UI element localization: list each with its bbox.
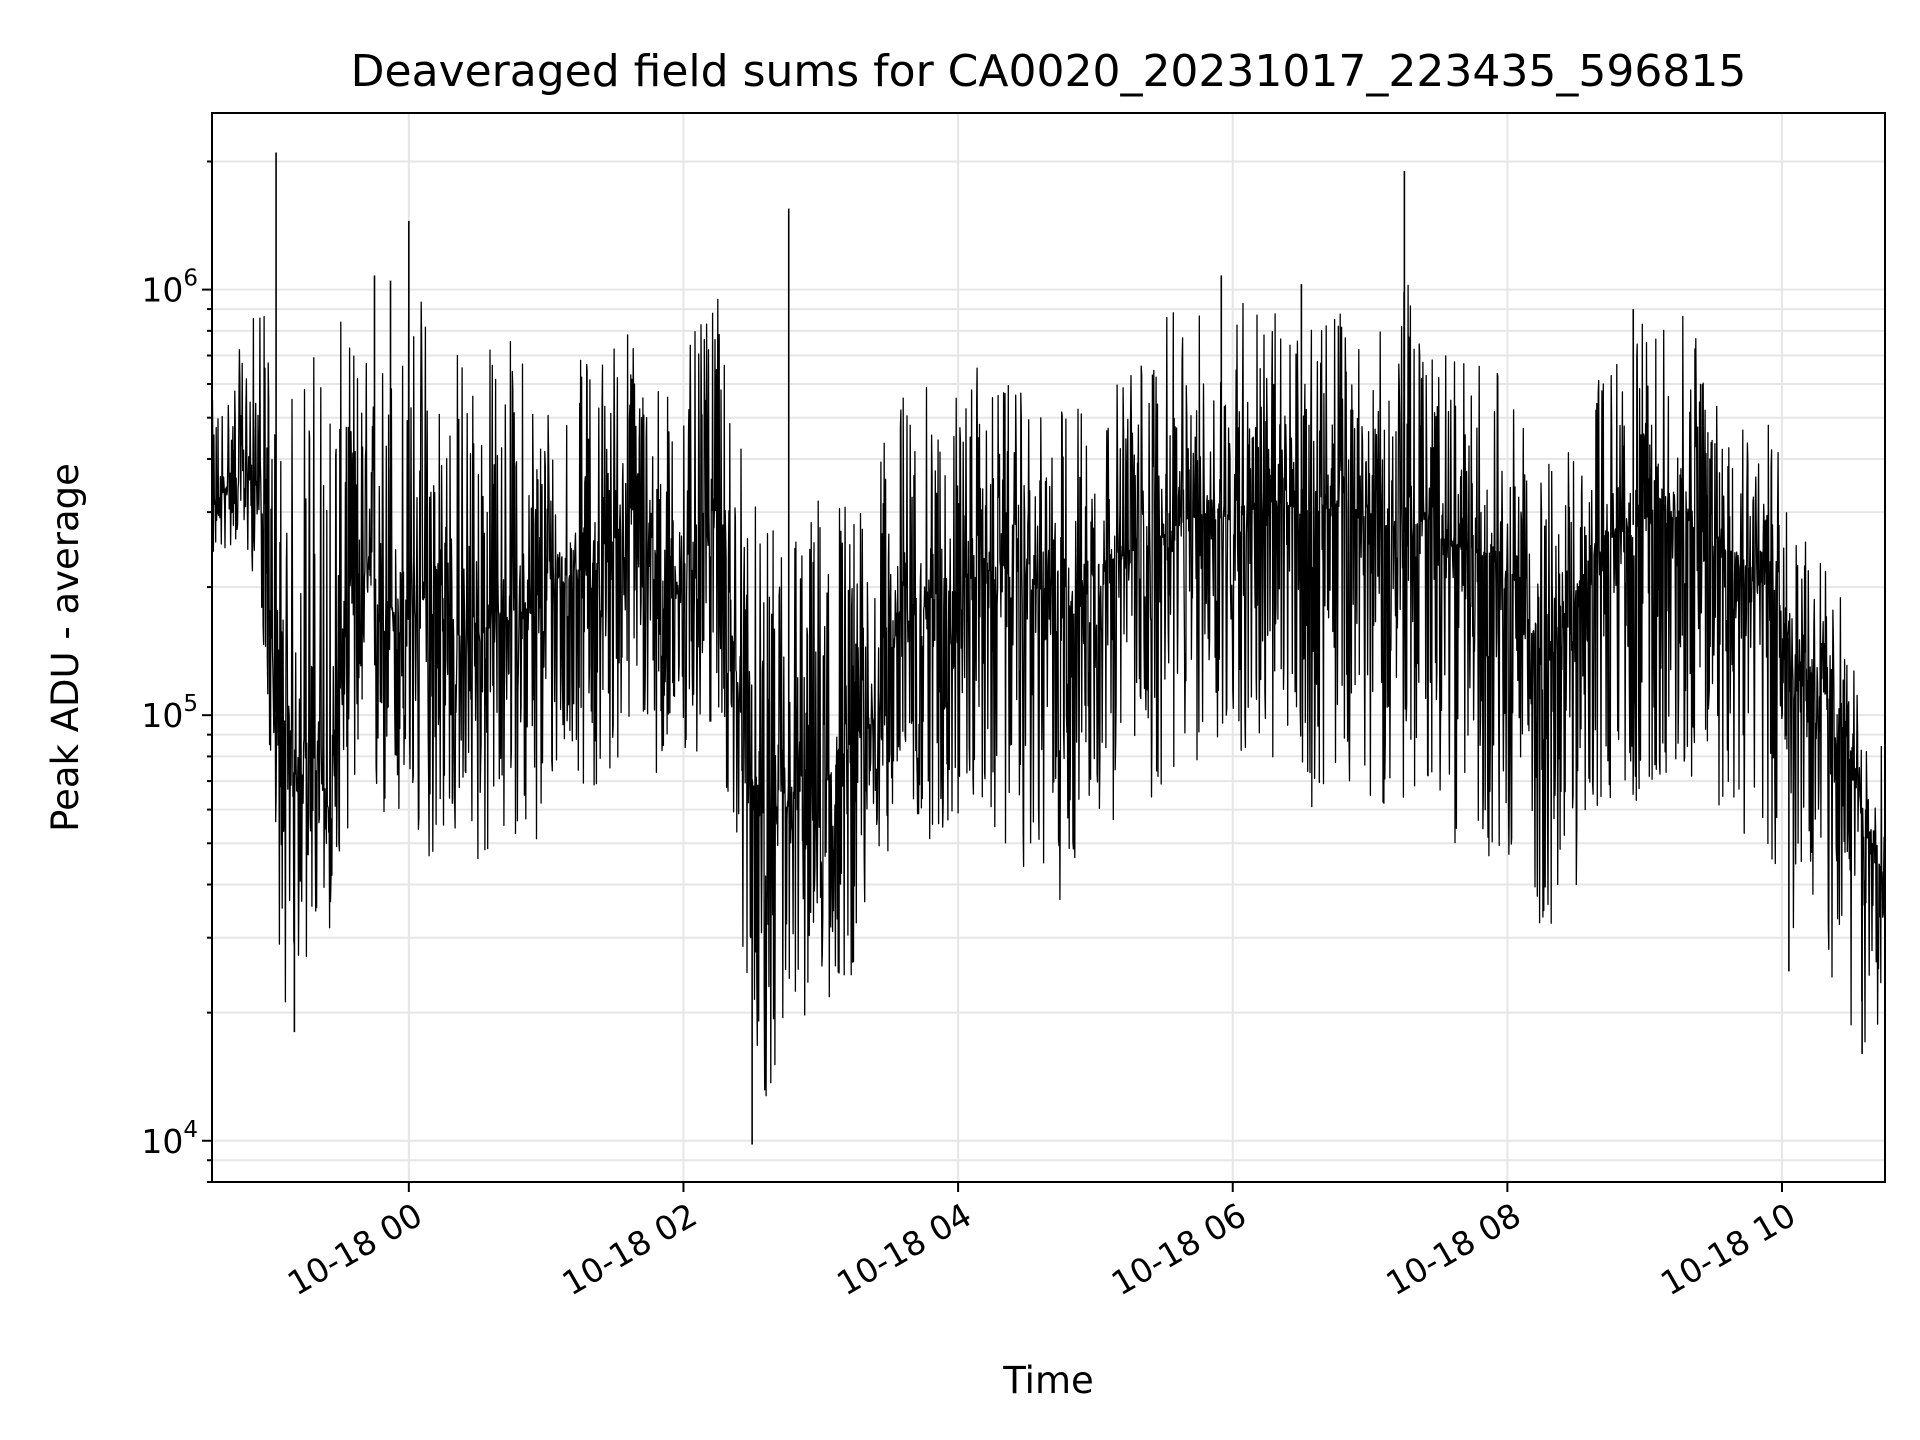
series-line — [211, 284, 1886, 1097]
y-tick-label: 104 — [141, 1117, 198, 1161]
series-group — [211, 152, 1886, 1145]
y-axis-label: Peak ADU - average — [44, 463, 87, 832]
plot-frame — [211, 112, 1886, 1183]
y-tick-label: 105 — [141, 691, 198, 735]
x-axis-label: Time — [1002, 1359, 1094, 1402]
y-tick-label: 106 — [141, 266, 198, 310]
y-ticks: 104 105 106 — [141, 160, 212, 1183]
chart-title: Deaveraged field sums for CA0020_2023101… — [351, 46, 1747, 97]
